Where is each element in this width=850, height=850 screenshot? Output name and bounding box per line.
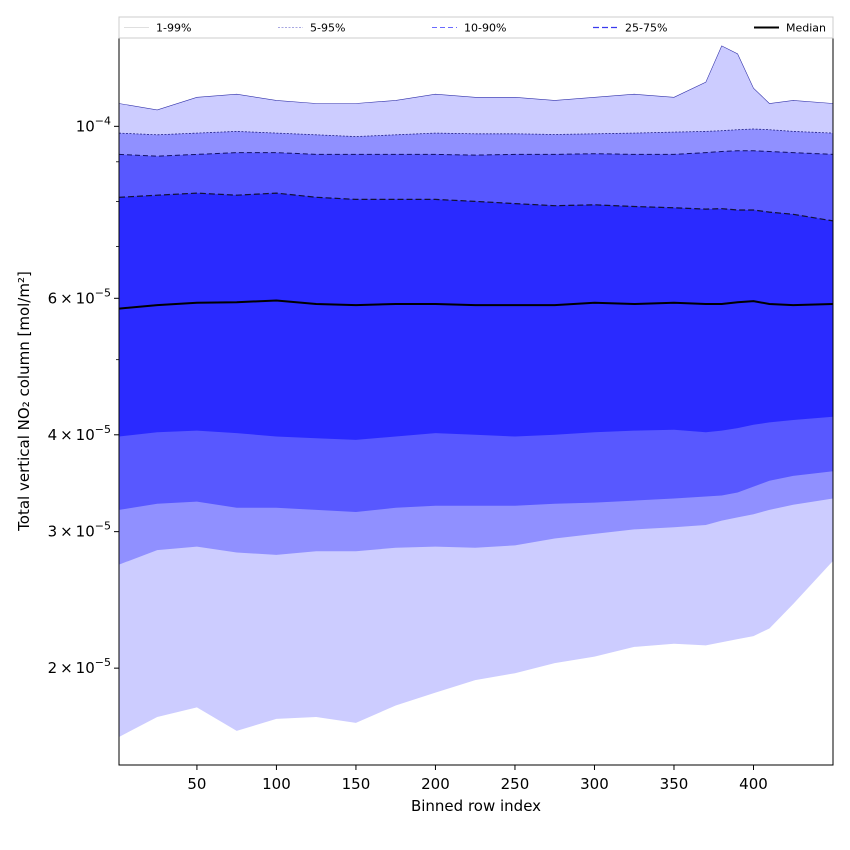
band-25-to-75-upper-line: [119, 192, 833, 222]
legend-box: [118, 16, 834, 39]
x-axis-label: Binned row index: [411, 797, 541, 815]
band-25-to-75: [119, 193, 833, 440]
band-1-to-99-upper-line: [119, 45, 833, 111]
band-10-to-90-upper-line: [119, 150, 833, 157]
x-tick-label-50: 50: [187, 775, 206, 793]
legend-label: 10-90%: [464, 22, 506, 35]
y-tick-label: 6 × 10−5: [48, 286, 111, 307]
legend: 1-99% 5-95% 10-90% 25-75% Median: [118, 16, 834, 39]
legend-label: Median: [786, 22, 826, 35]
x-tick-label-250: 250: [501, 775, 530, 793]
legend-label: 5-95%: [310, 22, 345, 35]
percentile-bands: [119, 45, 833, 737]
median-line: [119, 299, 833, 310]
legend-label: 1-99%: [156, 22, 191, 35]
band-5-to-95-upper-line: [119, 128, 833, 138]
legend-label: 25-75%: [625, 22, 667, 35]
y-tick-label: 10−4: [76, 114, 111, 135]
percentile-lines: [119, 45, 833, 310]
x-tick-label-150: 150: [342, 775, 371, 793]
y-tick-label: 2 × 10−5: [48, 656, 111, 677]
x-axis: 50 100 150 200 250 300 350 400: [187, 765, 768, 793]
x-tick-label-350: 350: [660, 775, 689, 793]
y-tick-label: 3 × 10−5: [48, 520, 111, 541]
x-tick-label-300: 300: [580, 775, 609, 793]
x-tick-label-100: 100: [262, 775, 291, 793]
y-axis: 2 × 10−5 3 × 10−5 4 × 10−5 6 × 10−5 10−4: [48, 114, 119, 677]
y-tick-label: 4 × 10−5: [48, 423, 111, 444]
x-tick-label-200: 200: [421, 775, 450, 793]
x-tick-label-400: 400: [739, 775, 768, 793]
y-axis-label: Total vertical NO₂ column [mol/m²]: [15, 271, 33, 532]
